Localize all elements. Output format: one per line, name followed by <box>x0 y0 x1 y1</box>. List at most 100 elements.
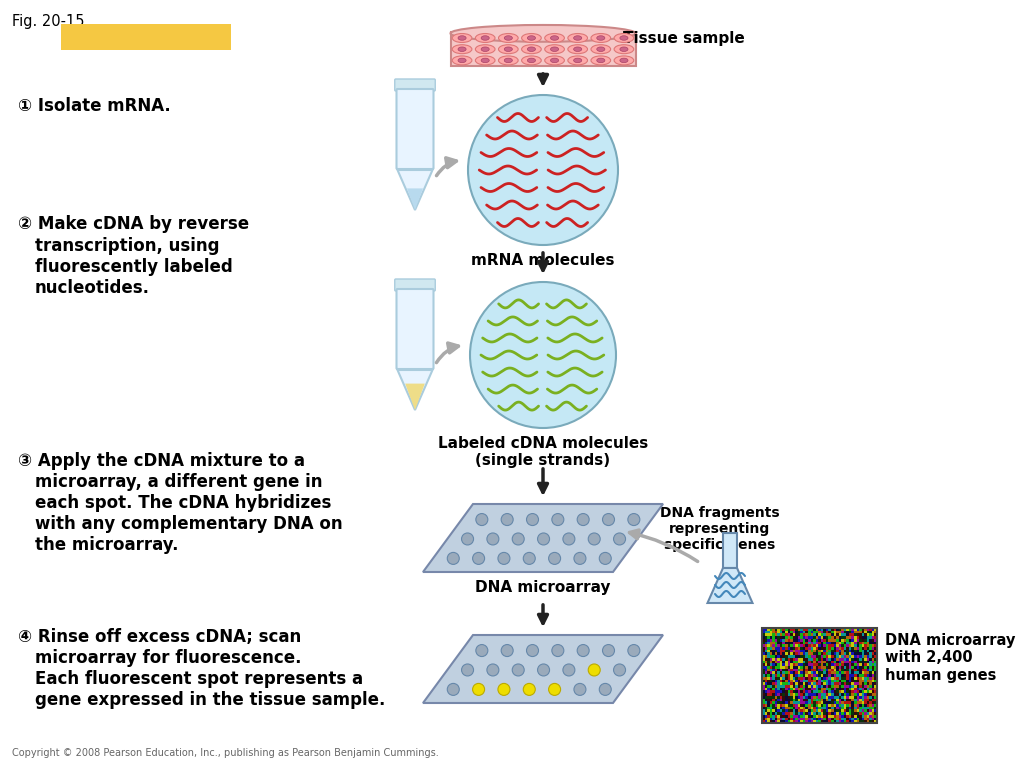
FancyBboxPatch shape <box>394 279 435 291</box>
Ellipse shape <box>521 56 542 65</box>
Ellipse shape <box>458 47 466 51</box>
Ellipse shape <box>597 47 605 51</box>
Ellipse shape <box>551 36 559 40</box>
Circle shape <box>468 95 618 245</box>
Ellipse shape <box>504 47 512 51</box>
Circle shape <box>563 533 574 545</box>
Polygon shape <box>406 383 425 410</box>
Circle shape <box>602 514 614 525</box>
Circle shape <box>613 664 626 676</box>
Circle shape <box>476 644 487 657</box>
Polygon shape <box>423 504 663 572</box>
Text: mRNA molecules: mRNA molecules <box>471 253 614 268</box>
Circle shape <box>549 684 560 695</box>
Circle shape <box>498 552 510 564</box>
Ellipse shape <box>568 45 588 54</box>
Ellipse shape <box>481 36 489 40</box>
Polygon shape <box>723 533 737 568</box>
Text: DNA fragments
representing
specific genes: DNA fragments representing specific gene… <box>660 506 780 552</box>
Ellipse shape <box>620 36 628 40</box>
Ellipse shape <box>453 34 472 42</box>
Text: Fig. 20-15: Fig. 20-15 <box>12 14 85 29</box>
Circle shape <box>526 514 539 525</box>
Circle shape <box>498 684 510 695</box>
Ellipse shape <box>573 36 582 40</box>
Ellipse shape <box>481 47 489 51</box>
Ellipse shape <box>591 34 610 42</box>
Circle shape <box>552 644 564 657</box>
Text: ① Isolate mRNA.: ① Isolate mRNA. <box>18 97 171 115</box>
Ellipse shape <box>620 58 628 63</box>
Ellipse shape <box>597 36 605 40</box>
Circle shape <box>501 644 513 657</box>
Polygon shape <box>423 635 663 703</box>
Ellipse shape <box>451 25 636 41</box>
Circle shape <box>526 644 539 657</box>
Circle shape <box>447 684 460 695</box>
Text: DNA microarray
with 2,400
human genes: DNA microarray with 2,400 human genes <box>885 633 1016 683</box>
Circle shape <box>486 664 499 676</box>
FancyBboxPatch shape <box>61 24 231 50</box>
Ellipse shape <box>597 58 605 63</box>
Ellipse shape <box>591 56 610 65</box>
FancyBboxPatch shape <box>396 289 433 369</box>
Text: ③ Apply the cDNA mixture to a: ③ Apply the cDNA mixture to a <box>18 452 305 470</box>
Ellipse shape <box>458 58 466 63</box>
Ellipse shape <box>591 45 610 54</box>
Circle shape <box>552 514 564 525</box>
Ellipse shape <box>551 58 559 63</box>
Circle shape <box>563 664 574 676</box>
Ellipse shape <box>551 47 559 51</box>
Circle shape <box>462 664 473 676</box>
Polygon shape <box>708 568 753 603</box>
Ellipse shape <box>527 36 536 40</box>
Ellipse shape <box>504 36 512 40</box>
FancyBboxPatch shape <box>396 89 433 169</box>
Circle shape <box>473 684 484 695</box>
Circle shape <box>538 533 550 545</box>
Circle shape <box>538 664 550 676</box>
Polygon shape <box>397 370 432 410</box>
Text: TECHNIQUE: TECHNIQUE <box>93 28 201 46</box>
Ellipse shape <box>573 47 582 51</box>
Ellipse shape <box>499 45 518 54</box>
Circle shape <box>599 552 611 564</box>
Text: ② Make cDNA by reverse: ② Make cDNA by reverse <box>18 215 249 233</box>
Circle shape <box>470 282 616 428</box>
Ellipse shape <box>475 45 495 54</box>
Polygon shape <box>407 188 423 210</box>
Circle shape <box>523 684 536 695</box>
Ellipse shape <box>527 47 536 51</box>
Circle shape <box>578 514 589 525</box>
Text: with any complementary DNA on: with any complementary DNA on <box>35 515 343 533</box>
Ellipse shape <box>614 34 634 42</box>
Circle shape <box>628 644 640 657</box>
Ellipse shape <box>475 34 495 42</box>
Ellipse shape <box>453 56 472 65</box>
Ellipse shape <box>614 45 634 54</box>
Polygon shape <box>451 32 636 66</box>
Circle shape <box>486 533 499 545</box>
Ellipse shape <box>453 45 472 54</box>
FancyBboxPatch shape <box>394 79 435 91</box>
Circle shape <box>512 533 524 545</box>
Circle shape <box>523 552 536 564</box>
Ellipse shape <box>620 47 628 51</box>
Text: the microarray.: the microarray. <box>35 536 178 554</box>
Ellipse shape <box>614 56 634 65</box>
Circle shape <box>628 514 640 525</box>
Circle shape <box>573 684 586 695</box>
Circle shape <box>476 514 487 525</box>
Text: ④ Rinse off excess cDNA; scan: ④ Rinse off excess cDNA; scan <box>18 628 301 646</box>
Text: microarray, a different gene in: microarray, a different gene in <box>35 473 323 491</box>
Text: transcription, using: transcription, using <box>35 237 219 255</box>
Ellipse shape <box>568 56 588 65</box>
Text: Each fluorescent spot represents a: Each fluorescent spot represents a <box>35 670 364 688</box>
Polygon shape <box>397 170 432 210</box>
Text: Copyright © 2008 Pearson Education, Inc., publishing as Pearson Benjamin Cumming: Copyright © 2008 Pearson Education, Inc.… <box>12 748 438 758</box>
Circle shape <box>501 514 513 525</box>
Ellipse shape <box>521 45 542 54</box>
Ellipse shape <box>499 56 518 65</box>
Text: gene expressed in the tissue sample.: gene expressed in the tissue sample. <box>35 691 385 709</box>
Circle shape <box>447 552 460 564</box>
